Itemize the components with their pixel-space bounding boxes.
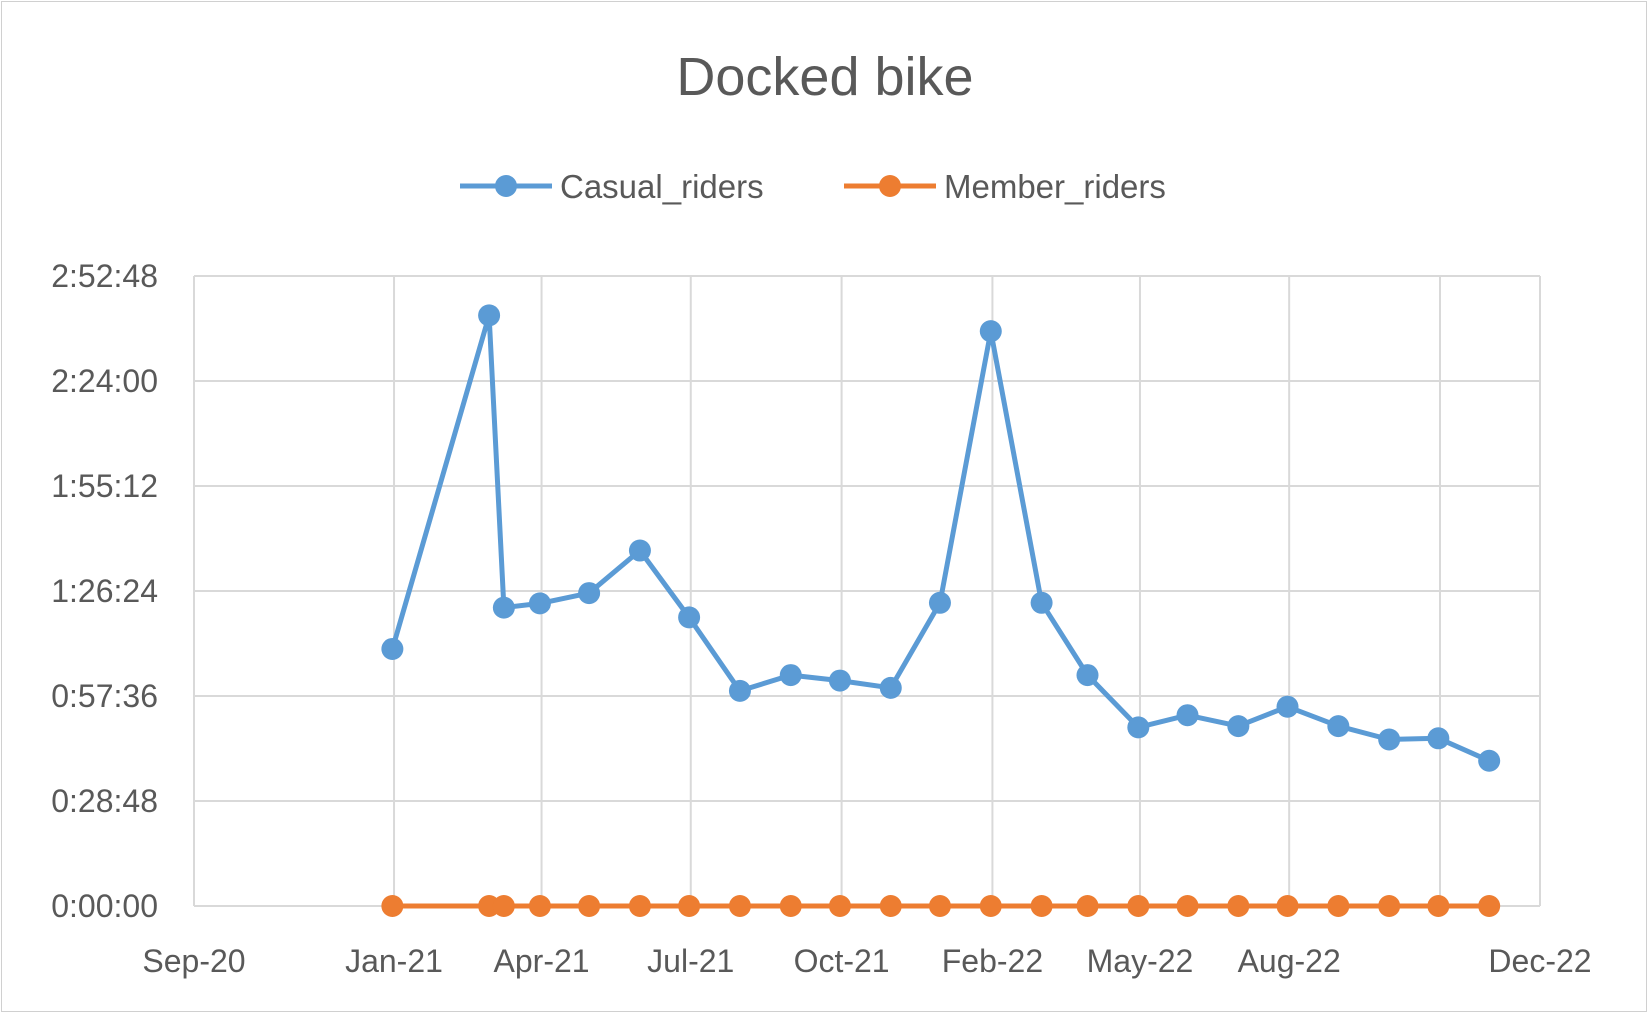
data-point-casual-riders	[1378, 728, 1401, 751]
data-point-casual-riders	[979, 320, 1002, 343]
legend-label-casual-riders: Casual_riders	[560, 168, 764, 205]
data-point-casual-riders	[678, 606, 701, 629]
data-point-member-riders	[1478, 895, 1501, 917]
x-tick-label: Dec-22	[1488, 943, 1591, 979]
x-tick-label: May-22	[1087, 943, 1194, 979]
x-tick-label: Oct-21	[794, 943, 890, 979]
y-tick-label: 2:52:48	[51, 258, 158, 294]
data-point-member-riders	[1378, 895, 1401, 917]
series-line-casual-riders	[389, 312, 1491, 764]
data-point-member-riders	[492, 895, 515, 917]
chart-title: Docked bike	[676, 47, 973, 107]
data-point-casual-riders	[578, 582, 601, 605]
data-point-casual-riders	[381, 637, 404, 660]
data-point-member-riders	[928, 895, 951, 917]
data-point-member-riders	[1176, 895, 1199, 917]
data-point-casual-riders	[478, 304, 501, 327]
x-tick-label: Feb-22	[942, 943, 1043, 979]
y-tick-label: 2:24:00	[51, 363, 158, 399]
x-tick-label: Apr-21	[494, 943, 590, 979]
data-point-casual-riders	[628, 539, 651, 562]
data-point-casual-riders	[1427, 727, 1450, 750]
legend: Casual_riders Member_riders	[460, 168, 1166, 205]
data-point-casual-riders	[928, 591, 951, 614]
data-point-casual-riders	[1227, 715, 1250, 738]
data-point-member-riders	[1030, 895, 1053, 917]
data-point-member-riders	[1427, 895, 1450, 917]
data-point-member-riders	[828, 895, 851, 917]
gridlines	[193, 275, 1541, 906]
y-tick-label: 0:57:36	[51, 678, 158, 714]
data-point-casual-riders	[779, 664, 802, 687]
data-point-member-riders	[381, 895, 404, 917]
data-point-member-riders	[979, 895, 1002, 917]
data-point-casual-riders	[879, 676, 902, 699]
legend-label-member-riders: Member_riders	[944, 168, 1166, 205]
x-tick-label: Aug-22	[1238, 943, 1341, 979]
data-point-member-riders	[528, 895, 551, 917]
series-layer	[381, 304, 1501, 917]
data-point-member-riders	[678, 895, 701, 917]
y-tick-label: 1:26:24	[51, 573, 158, 609]
data-point-casual-riders	[1478, 749, 1501, 772]
data-point-member-riders	[1327, 895, 1350, 917]
data-point-casual-riders	[528, 592, 551, 615]
x-tick-label: Jul-21	[647, 943, 734, 979]
y-tick-label: 0:28:48	[51, 783, 158, 819]
x-tick-label: Jan-21	[345, 943, 443, 979]
axes: 0:00:00 0:28:48 0:57:36 1:26:24 1:55:12 2:24:…	[51, 258, 1591, 979]
y-tick-label: 1:55:12	[51, 468, 158, 504]
data-point-casual-riders	[1127, 716, 1150, 739]
legend-marker-member-riders	[879, 175, 901, 197]
data-point-member-riders	[1127, 895, 1150, 917]
data-point-member-riders	[578, 895, 601, 917]
data-point-casual-riders	[1176, 704, 1199, 727]
data-point-member-riders	[628, 895, 651, 917]
data-point-member-riders	[879, 895, 902, 917]
legend-item-member-riders: Member_riders	[844, 168, 1166, 205]
data-point-casual-riders	[1076, 664, 1099, 687]
data-point-member-riders	[1276, 895, 1299, 917]
legend-item-casual-riders: Casual_riders	[460, 168, 764, 205]
data-point-casual-riders	[728, 679, 751, 702]
data-point-member-riders	[779, 895, 802, 917]
legend-marker-casual-riders	[495, 175, 517, 197]
data-point-casual-riders	[492, 596, 515, 619]
data-point-casual-riders	[1030, 591, 1053, 614]
data-point-casual-riders	[828, 669, 851, 692]
y-tick-label: 0:00:00	[51, 888, 158, 924]
data-point-member-riders	[728, 895, 751, 917]
data-point-casual-riders	[1327, 715, 1350, 738]
data-point-member-riders	[1076, 895, 1099, 917]
data-point-member-riders	[1227, 895, 1250, 917]
x-tick-label: Sep-20	[142, 943, 245, 979]
data-point-casual-riders	[1276, 695, 1299, 718]
